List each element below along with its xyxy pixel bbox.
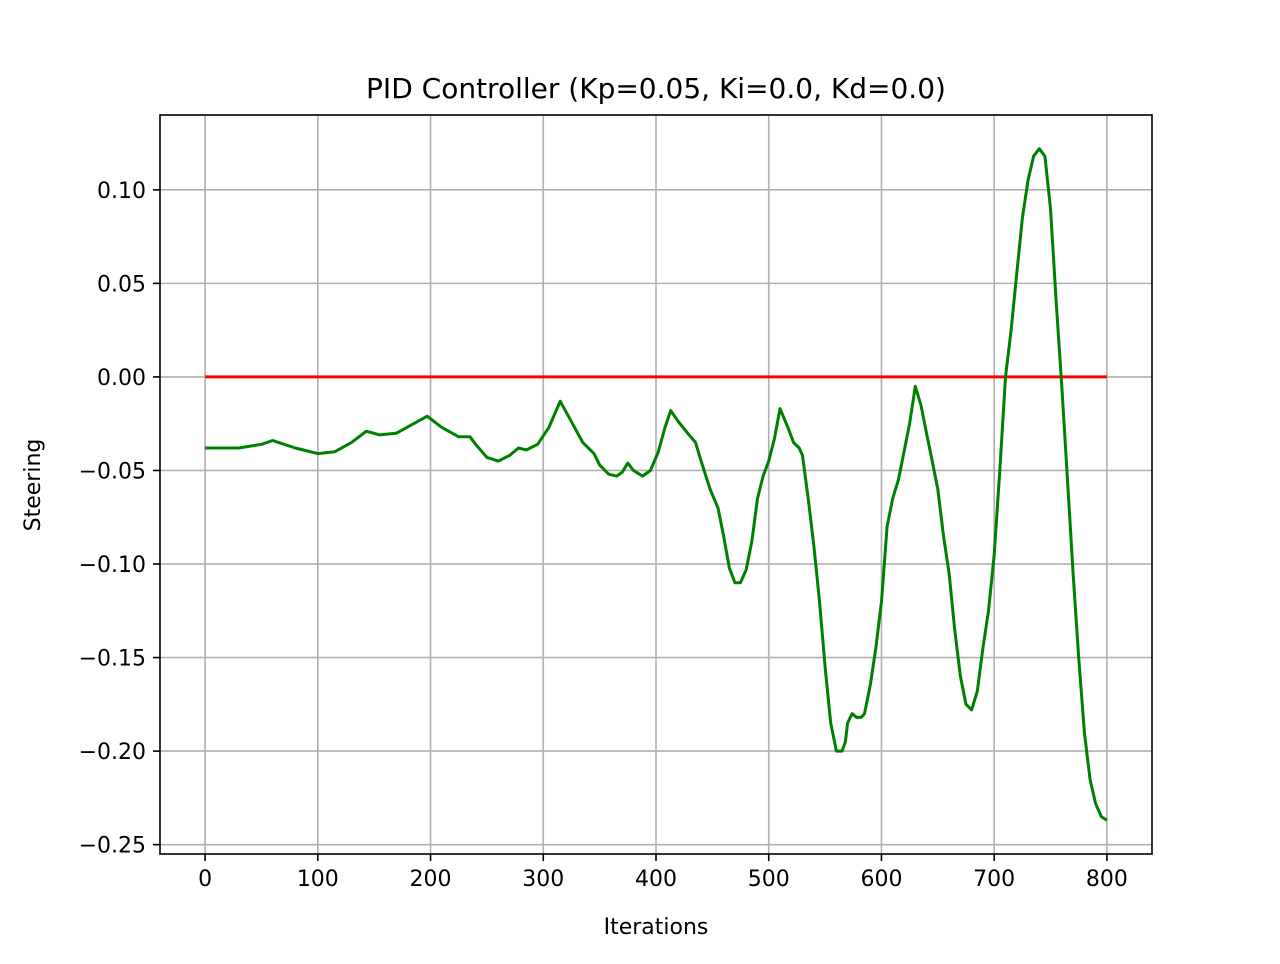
y-tick-label: −0.25 bbox=[79, 834, 146, 859]
x-tick-label: 200 bbox=[410, 867, 452, 892]
y-tick-label: −0.05 bbox=[79, 459, 146, 484]
x-tick-label: 100 bbox=[297, 867, 339, 892]
y-axis-label: Steering bbox=[21, 439, 46, 532]
x-tick-label: 0 bbox=[198, 867, 212, 892]
y-tick-label: −0.15 bbox=[79, 647, 146, 672]
y-tick-label: 0.00 bbox=[97, 366, 146, 391]
x-tick-label: 400 bbox=[635, 867, 677, 892]
y-tick-label: 0.10 bbox=[97, 179, 146, 204]
y-tick-label: 0.05 bbox=[97, 272, 146, 297]
x-tick-label: 700 bbox=[973, 867, 1015, 892]
x-tick-label: 500 bbox=[748, 867, 790, 892]
chart-title: PID Controller (Kp=0.05, Ki=0.0, Kd=0.0) bbox=[366, 72, 946, 105]
steering-line bbox=[205, 147, 1108, 822]
x-tick-label: 300 bbox=[522, 867, 564, 892]
x-tick-label: 800 bbox=[1086, 867, 1128, 892]
y-tick-label: −0.20 bbox=[79, 740, 146, 765]
y-axis-ticks: 0.10 0.05 0.00 −0.05 −0.10 −0.15 −0.20 −0.25 bbox=[79, 179, 160, 859]
x-axis-ticks: 0 100 200 300 400 500 600 700 800 bbox=[198, 854, 1128, 892]
series-group bbox=[205, 147, 1108, 822]
x-axis-label: Iterations bbox=[604, 915, 709, 940]
y-tick-label: −0.10 bbox=[79, 553, 146, 578]
x-tick-label: 600 bbox=[860, 867, 902, 892]
